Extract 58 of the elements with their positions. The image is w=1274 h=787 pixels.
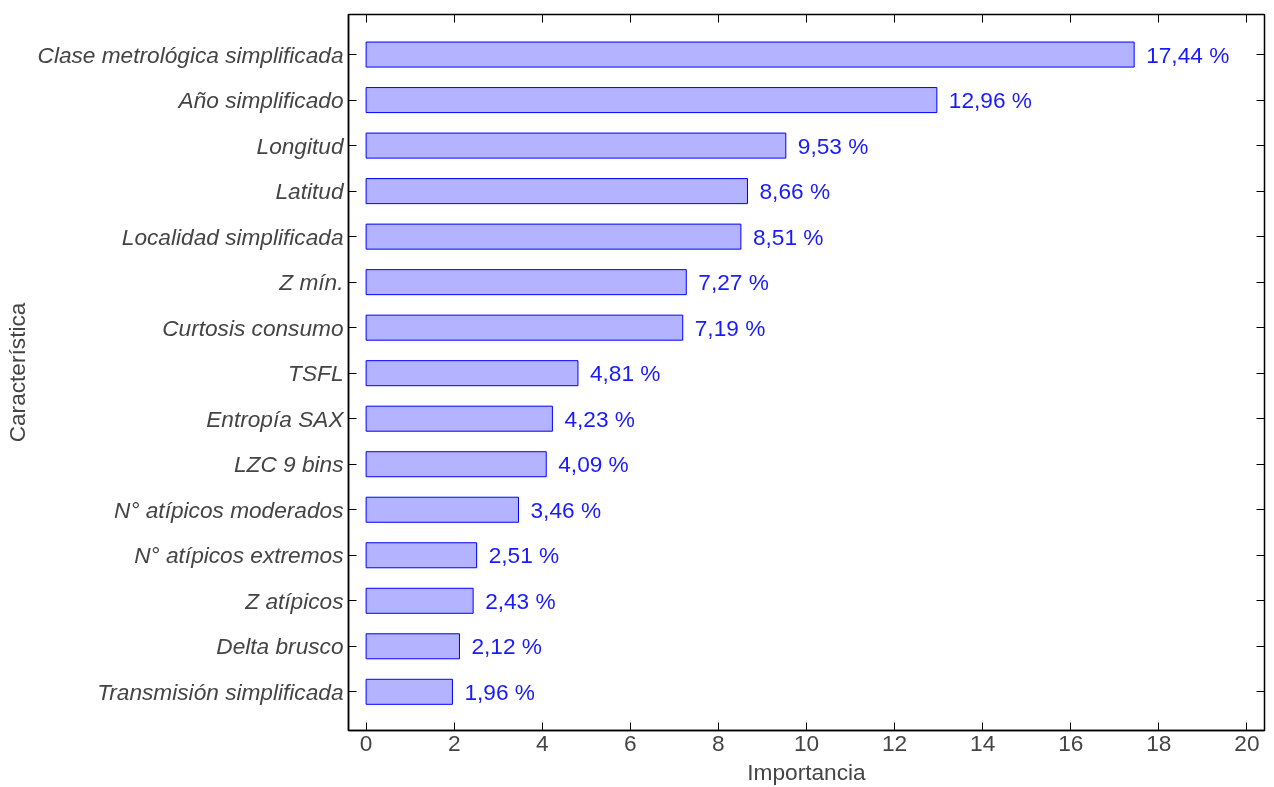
x-tick-label: 4 [535, 729, 549, 756]
x-tick-label: 8 [712, 729, 725, 756]
bar [365, 678, 453, 705]
bar [365, 542, 478, 569]
y-tick-label: N° atípicos moderados [114, 496, 344, 523]
bar [365, 360, 579, 387]
y-tick-label: Localidad simplificada [121, 223, 344, 250]
bar [365, 496, 519, 523]
bar [365, 87, 938, 114]
x-tick-label: 14 [970, 729, 996, 756]
data-label: 3,46 % [530, 496, 602, 523]
x-tick-label: 18 [1146, 729, 1172, 756]
y-tick-label: Longitud [256, 132, 345, 159]
x-axis-title: Importancia [747, 758, 867, 785]
bar [365, 587, 474, 614]
y-tick-label: N° atípicos extremos [134, 542, 344, 569]
data-label: 1,96 % [464, 678, 535, 705]
x-tick-label: 12 [881, 729, 908, 756]
y-tick-label: Clase metrológica simplificada [37, 41, 344, 68]
y-tick-label: Año simplificado [176, 87, 344, 114]
data-label: 17,44 % [1146, 41, 1230, 68]
data-label: 8,66 % [759, 178, 831, 205]
data-label: 4,23 % [564, 405, 635, 432]
data-label: 2,12 % [471, 633, 543, 660]
x-tick-label: 2 [447, 729, 461, 756]
y-axis-title: Característica [3, 302, 30, 443]
y-tick-label: TSFL [288, 360, 344, 387]
y-tick-label: Entropía SAX [206, 405, 345, 432]
y-tick-label: Curtosis consumo [162, 314, 344, 341]
data-label: 4,81 % [589, 360, 661, 387]
y-tick-label: LZC 9 bins [233, 451, 344, 478]
bar [365, 269, 687, 296]
bar [365, 223, 742, 250]
data-label: 2,43 % [485, 587, 556, 614]
y-tick-label: Z atípicos [244, 587, 344, 614]
y-tick-label: Latitud [275, 178, 345, 205]
data-label: 12,96 % [948, 87, 1032, 114]
bar [365, 132, 787, 159]
x-tick-label: 0 [359, 729, 373, 756]
data-label: 2,51 % [488, 542, 560, 569]
bar [365, 314, 684, 341]
bar [365, 178, 748, 205]
x-tick-label: 6 [624, 729, 637, 756]
data-label: 9,53 % [797, 132, 869, 159]
bar [365, 633, 460, 660]
x-tick-label: 10 [793, 729, 820, 756]
data-label: 4,09 % [558, 451, 629, 478]
data-label: 7,19 % [694, 314, 766, 341]
y-tick-label: Transmisión simplificada [97, 678, 344, 705]
x-tick-label: 20 [1234, 729, 1260, 756]
y-tick-label: Delta brusco [216, 633, 344, 660]
y-tick-label: Z mín. [278, 269, 344, 296]
data-label: 7,27 % [698, 269, 769, 296]
data-label: 8,51 % [752, 223, 824, 250]
bar [365, 41, 1135, 68]
bar [365, 451, 547, 478]
x-tick-label: 16 [1058, 729, 1084, 756]
bar [365, 405, 553, 432]
